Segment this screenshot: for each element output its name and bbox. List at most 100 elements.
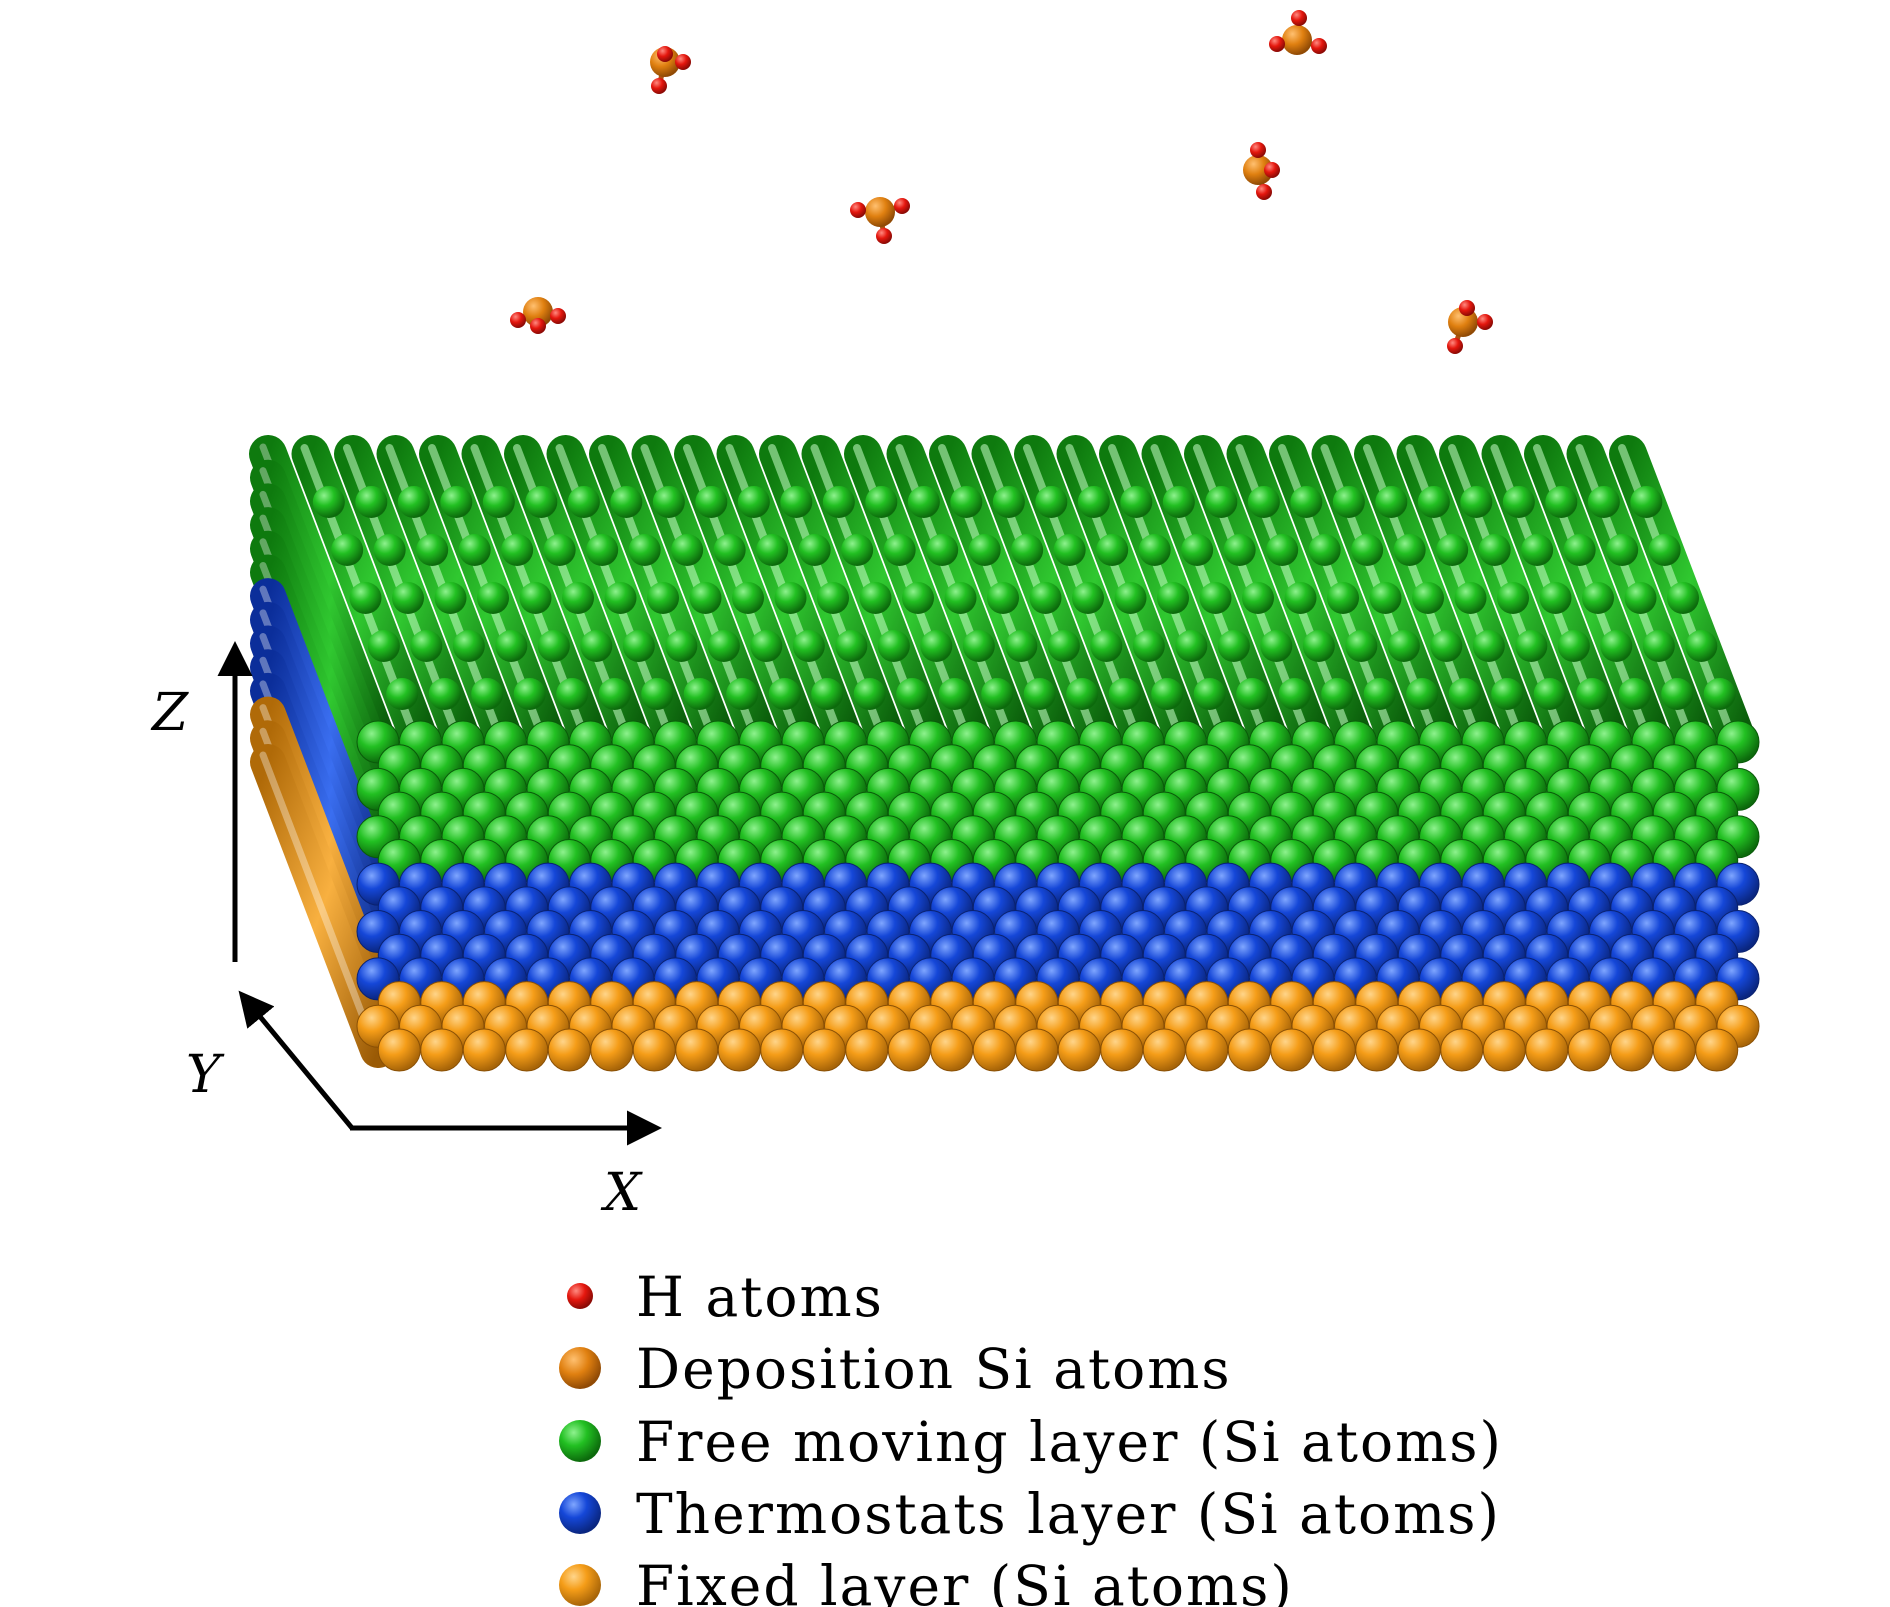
h-atom [1291,10,1307,26]
top-atom [452,630,485,662]
top-atom [713,534,746,566]
legend-label-deposition-si: Deposition Si atoms [636,1337,1232,1401]
front-atom [1270,1028,1314,1072]
top-atom [1369,582,1402,614]
top-atom [1157,582,1189,614]
top-atom [1515,630,1548,662]
top-atom [1685,630,1718,662]
top-atom [610,486,643,518]
top-atom [1606,534,1639,566]
h-atom [1459,300,1475,316]
top-atom [1497,582,1529,614]
top-atom [349,582,382,614]
top-atom [1162,486,1195,518]
top-atom [525,486,558,518]
top-atom [1242,582,1274,614]
top-atom [1460,486,1493,518]
top-atom [373,534,406,566]
front-atom [1610,1028,1654,1072]
h-atom [510,312,526,328]
top-atom [647,582,679,614]
top-atom [987,582,1019,614]
top-atom [477,582,509,614]
top-atom [410,630,443,662]
front-atom [1397,1028,1441,1072]
top-atom [883,534,916,566]
slab-top-surface [249,435,1757,761]
top-atom [1005,630,1038,662]
h-atom [894,198,910,214]
front-atom [675,1028,719,1072]
top-atom [1193,678,1226,710]
front-atom [377,1028,421,1072]
front-atom [1440,1028,1484,1072]
h-atom [675,54,691,70]
top-atom [1029,582,1062,614]
top-atom [962,630,995,662]
front-atom [845,1028,889,1072]
top-atom [707,630,740,662]
top-atom [1478,534,1511,566]
top-atom [1096,534,1129,566]
top-atom [1521,534,1554,566]
front-atom [505,1028,549,1072]
deposition-si-atom [865,197,895,227]
top-atom [1563,534,1596,566]
top-atom [822,486,855,518]
top-atom [926,534,959,566]
top-atom [397,486,430,518]
top-atom [817,582,849,614]
molecule-3 [1243,142,1280,200]
top-atom [1351,534,1384,566]
top-atom [1648,534,1681,566]
top-atom [434,582,467,614]
top-atom [865,486,898,518]
top-atom [1703,678,1736,710]
front-atom [632,1028,676,1072]
top-atom [750,630,783,662]
deposition-si-atom [523,297,553,327]
top-atom [355,486,388,518]
legend-item-h-atoms: H atoms [567,1265,882,1329]
h-atom [1269,36,1285,52]
molecule-5 [510,297,566,334]
front-atom [420,1028,464,1072]
front-atom [1695,1028,1739,1072]
top-atom [1120,486,1153,518]
top-atom [768,678,801,710]
front-atom [760,1028,804,1072]
top-atom [1077,486,1110,518]
top-atom [652,486,685,518]
deposition-si-atom [1243,155,1273,185]
legend-item-fixed: Fixed layer (Si atoms) [559,1554,1292,1607]
top-atom [367,630,400,662]
top-atom [1661,678,1694,710]
top-atom [1132,630,1165,662]
top-atom [1151,678,1184,710]
top-atom [580,630,613,662]
top-atom [859,582,892,614]
top-atom [428,678,461,710]
top-atom [671,534,704,566]
front-atom [1057,1028,1101,1072]
top-atom [1363,678,1396,710]
coordinate-axes: Z Y X [150,641,662,1223]
front-atom [930,1028,974,1072]
top-atom [1491,678,1524,710]
h-atom [1256,184,1272,200]
top-atom [1205,486,1238,518]
legend-marker-free-moving [559,1420,601,1462]
legend-item-free-moving: Free moving layer (Si atoms) [559,1410,1501,1474]
top-atom [1430,630,1463,662]
top-atom [1290,486,1323,518]
top-atom [1375,486,1408,518]
h-atom [1477,314,1493,330]
top-atom [1011,534,1044,566]
top-atom [1236,678,1269,710]
front-atom [1015,1028,1059,1072]
top-atom [1545,486,1578,518]
top-atom [458,534,491,566]
top-atom [567,486,600,518]
top-atom [1175,630,1208,662]
front-atom [1227,1028,1271,1072]
